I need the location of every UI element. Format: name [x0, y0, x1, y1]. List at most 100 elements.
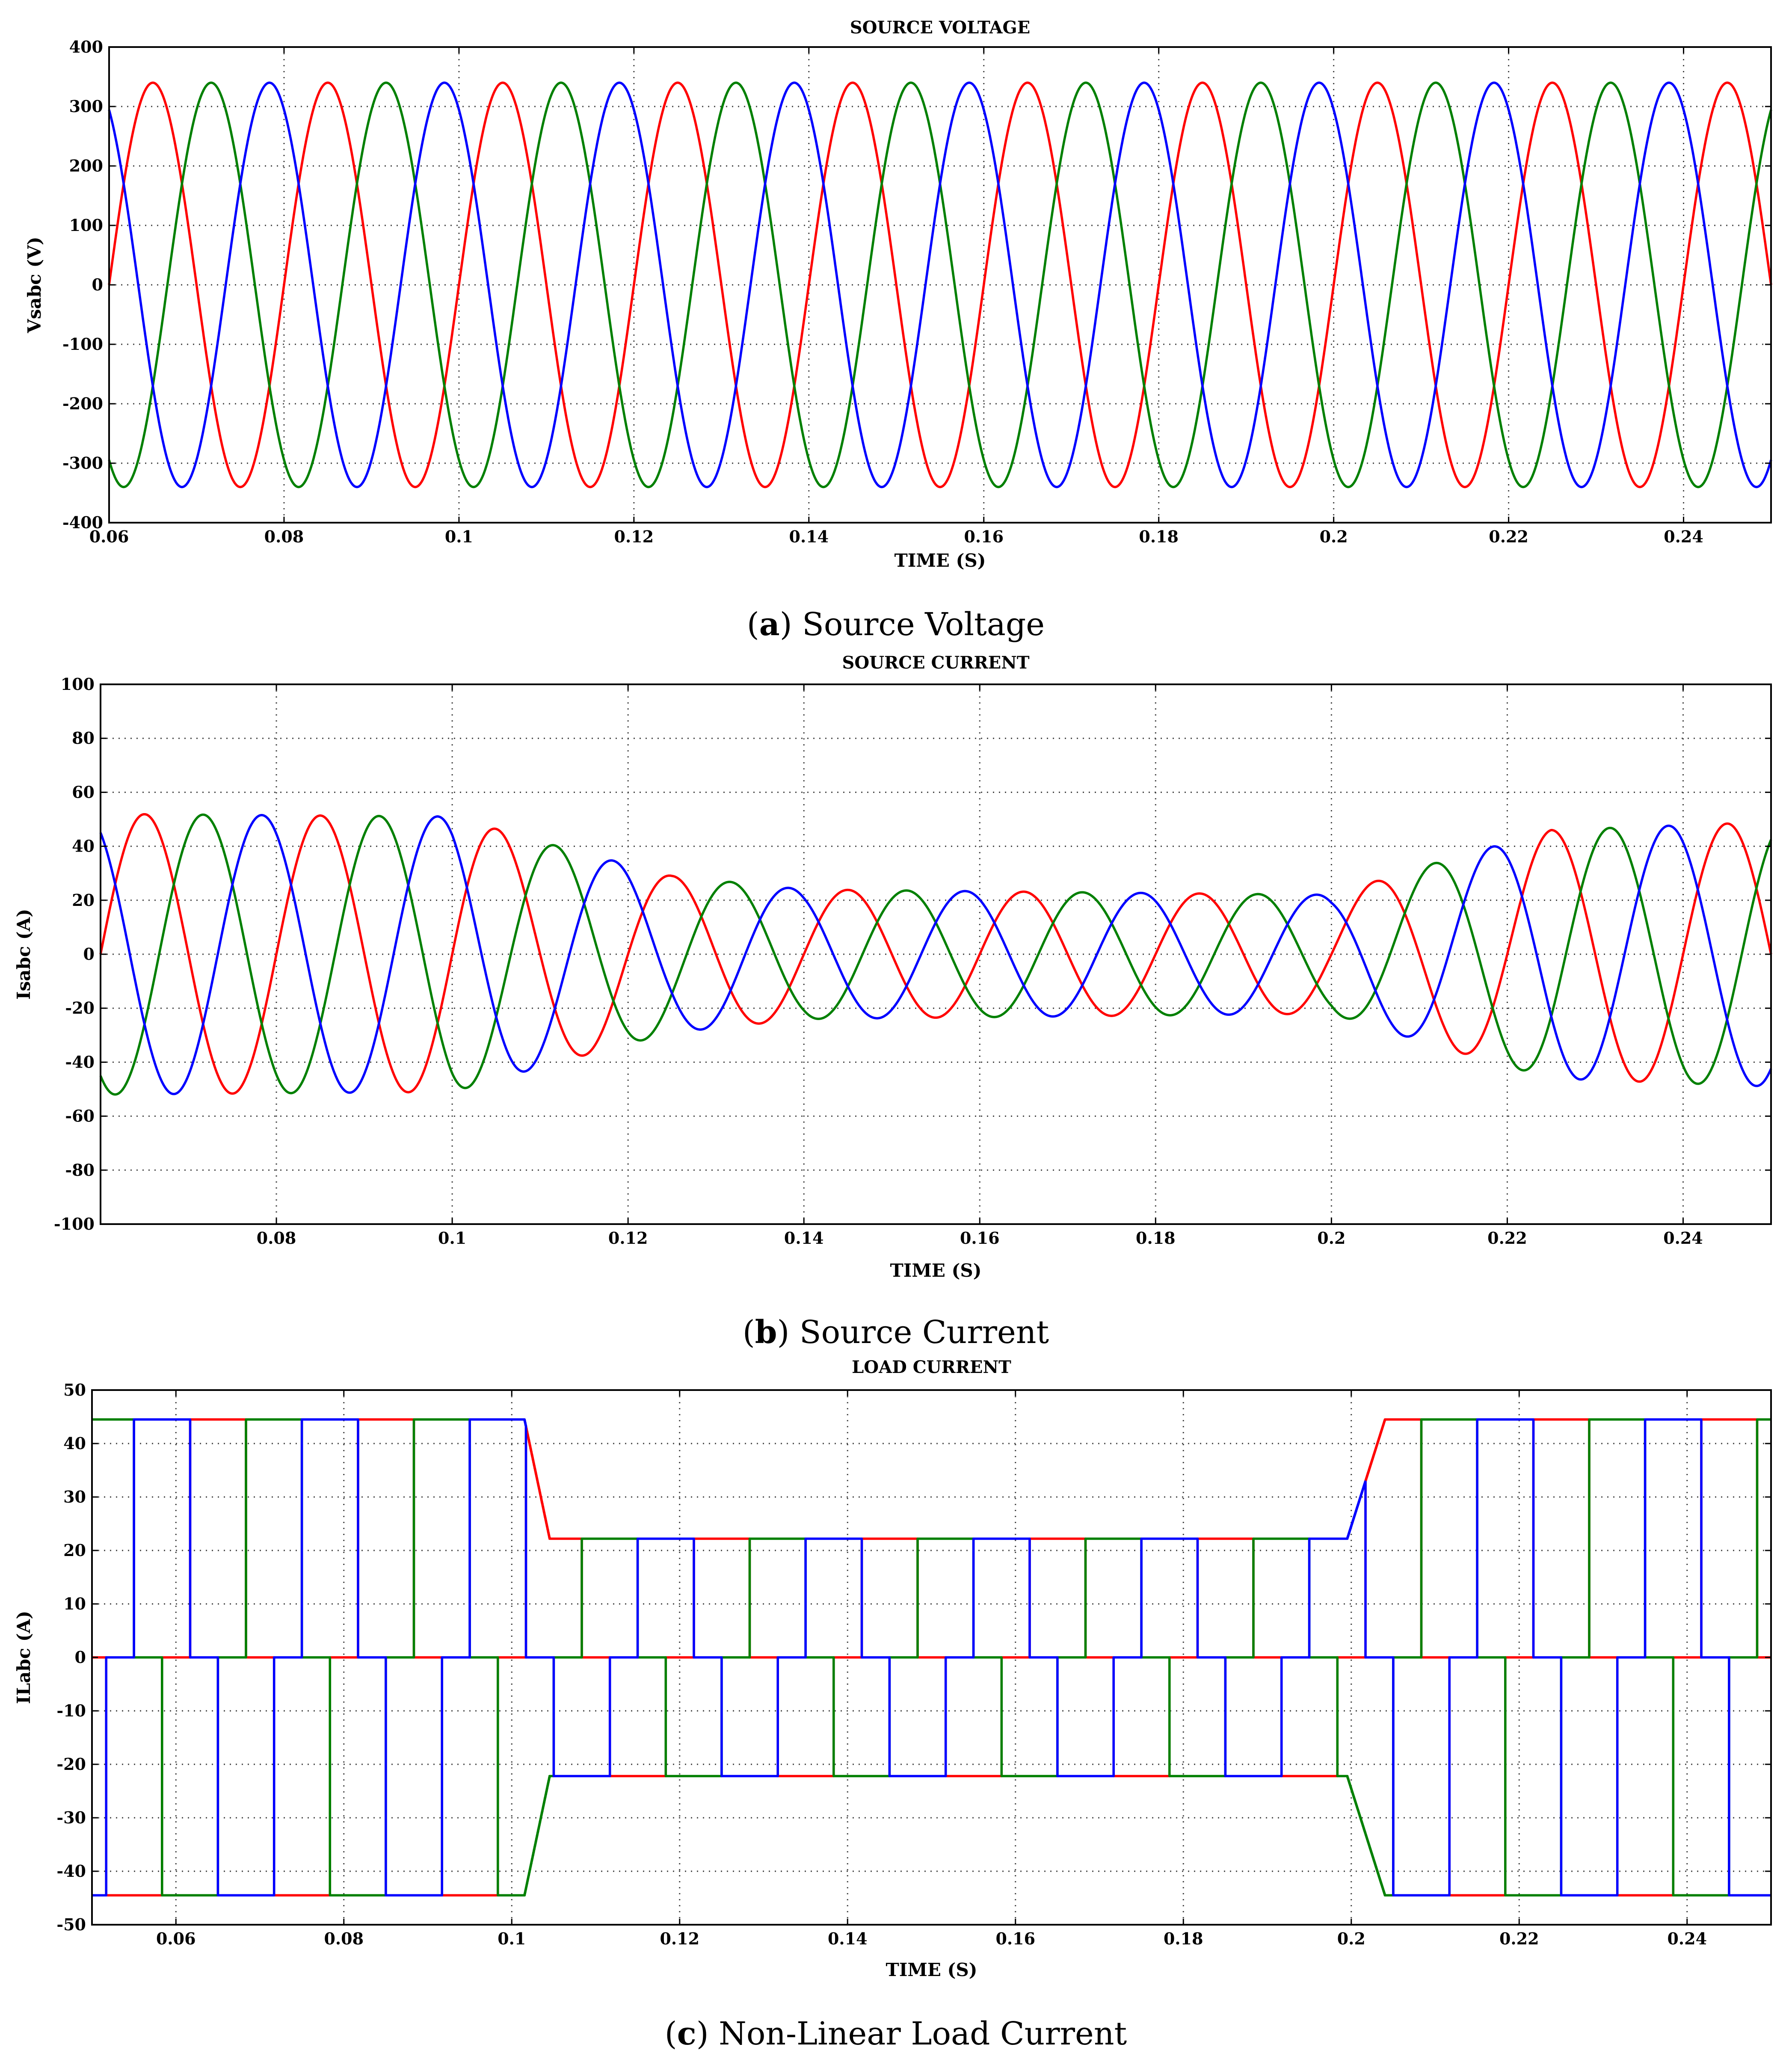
y-tick-label: 400	[69, 37, 103, 56]
chart-b: 0.08 0.1 0.12 0.14 0.16 0.18 0.2 0.22 0.24 -100 -8…	[13, 653, 1772, 1351]
series-phase-c	[108, 81, 1772, 488]
series-phase-b	[91, 1418, 1772, 1897]
y-tick-label: 20	[63, 1541, 86, 1560]
y-tick-label: 40	[72, 837, 95, 856]
x-tick-label: 0.14	[789, 527, 829, 546]
y-tick-label: -50	[56, 1915, 86, 1934]
x-tick-label: 0.2	[1317, 1228, 1345, 1248]
x-tick-label: 0.14	[828, 1929, 868, 1948]
y-tick-label: -20	[65, 998, 95, 1018]
x-tick-label: 0.2	[1337, 1929, 1365, 1948]
x-tick-label: 0.24	[1664, 527, 1703, 546]
y-tick-label: 100	[69, 216, 103, 235]
y-tick-label: -80	[65, 1160, 95, 1180]
x-axis-label: TIME (S)	[886, 1959, 977, 1980]
series-phase-a	[91, 1418, 1772, 1897]
y-tick-label: 80	[72, 728, 95, 748]
x-tick-label: 0.08	[257, 1228, 296, 1248]
y-tick-label: -20	[56, 1754, 86, 1774]
y-tick-label: -60	[65, 1106, 95, 1126]
x-tick-label: 0.12	[608, 1228, 648, 1248]
y-tick-label: -100	[62, 334, 103, 354]
series-phase-c	[91, 1418, 1772, 1897]
caption-paren-open: (	[747, 606, 759, 643]
y-tick-label: 100	[61, 675, 95, 694]
x-tick-label: 0.16	[960, 1228, 1000, 1248]
chart-title: SOURCE CURRENT	[842, 653, 1029, 673]
x-tick-label: 0.06	[89, 527, 129, 546]
x-tick-label: 0.18	[1139, 527, 1179, 546]
x-tick-label: 0.24	[1667, 1929, 1707, 1948]
y-tick-label: 200	[69, 156, 103, 175]
x-tick-label: 0.16	[995, 1929, 1035, 1948]
y-tick-label: 10	[63, 1594, 86, 1613]
series-group	[108, 81, 1772, 488]
y-tick-label: -100	[54, 1214, 95, 1234]
caption-text: ) Source Voltage	[780, 606, 1045, 643]
series-phase-c	[99, 814, 1772, 1095]
x-tick-label: 0.14	[784, 1228, 824, 1248]
x-tick-label: 0.22	[1487, 1228, 1527, 1248]
y-tick-label: -40	[56, 1861, 86, 1881]
x-tick-label: 0.2	[1320, 527, 1348, 546]
y-tick-label: 0	[75, 1648, 86, 1667]
x-tick-label: 0.06	[156, 1929, 196, 1948]
y-tick-label: -40	[65, 1052, 95, 1071]
caption-text: ) Non-Linear Load Current	[696, 2015, 1127, 2052]
x-tick-label: 0.08	[264, 527, 304, 546]
y-tick-label: -30	[56, 1808, 86, 1827]
y-axis-label: ILabc (A)	[13, 1611, 34, 1704]
chart-title: SOURCE VOLTAGE	[850, 18, 1030, 38]
y-tick-label: -400	[62, 513, 103, 532]
caption-paren-open: (	[743, 1314, 755, 1351]
y-tick-label: 0	[92, 275, 103, 294]
y-tick-label: 30	[63, 1487, 86, 1506]
caption-paren-open: (	[665, 2015, 677, 2052]
grid	[109, 47, 1771, 523]
y-axis-label: Vsabc (V)	[24, 237, 45, 333]
y-tick-label: 40	[63, 1434, 86, 1453]
x-tick-label: 0.24	[1663, 1228, 1703, 1248]
y-axis-label: Isabc (A)	[13, 909, 34, 1000]
y-tick-label: 20	[72, 890, 95, 910]
chart-title: LOAD CURRENT	[852, 1357, 1011, 1377]
y-tick-label: 50	[63, 1380, 86, 1399]
x-tick-label: 0.18	[1136, 1228, 1176, 1248]
caption-text: ) Source Current	[777, 1314, 1049, 1351]
axis-ticks: 0.08 0.1 0.12 0.14 0.16 0.18 0.2 0.22 0.24 -100 -8…	[54, 675, 1771, 1248]
caption-letter: a	[759, 606, 780, 643]
x-tick-label: 0.12	[614, 527, 654, 546]
axis-ticks: 0.06 0.08 0.1 0.12 0.14 0.16 0.18 0.2 0.22 0.24 -5…	[56, 1380, 1771, 1948]
x-tick-label: 0.16	[964, 527, 1004, 546]
y-tick-label: -300	[62, 453, 103, 473]
y-tick-label: 60	[72, 782, 95, 802]
x-tick-label: 0.08	[324, 1929, 364, 1948]
figure-caption: (c) Non-Linear Load Current	[665, 2015, 1127, 2052]
y-tick-label: -10	[56, 1701, 86, 1720]
x-axis-label: TIME (S)	[894, 550, 986, 571]
x-axis-label: TIME (S)	[890, 1260, 981, 1281]
x-tick-label: 0.12	[660, 1929, 699, 1948]
series-phase-a	[108, 81, 1772, 488]
x-tick-label: 0.1	[445, 527, 473, 546]
y-tick-label: -200	[62, 394, 103, 413]
chart-a: 0.06 0.08 0.1 0.12 0.14 0.16 0.18 0.2 0.22 0.24 -4…	[24, 18, 1772, 643]
x-tick-label: 0.1	[438, 1228, 466, 1248]
plot-frame	[108, 46, 1772, 524]
axis-ticks: 0.06 0.08 0.1 0.12 0.14 0.16 0.18 0.2 0.22 0.24 -4…	[62, 37, 1771, 546]
y-tick-label: 0	[83, 944, 95, 964]
x-tick-label: 0.22	[1489, 527, 1528, 546]
grid	[101, 684, 1771, 1224]
y-tick-label: 300	[69, 97, 103, 116]
x-tick-label: 0.18	[1164, 1929, 1203, 1948]
series-phase-b	[108, 81, 1772, 488]
figure-caption: (a) Source Voltage	[747, 606, 1045, 643]
x-tick-label: 0.22	[1499, 1929, 1539, 1948]
chart-c: 0.06 0.08 0.1 0.12 0.14 0.16 0.18 0.2 0.22 0.24 -5…	[13, 1357, 1772, 2052]
x-tick-label: 0.1	[498, 1929, 526, 1948]
figure-caption: (b) Source Current	[743, 1314, 1049, 1351]
series-group	[91, 1418, 1772, 1897]
caption-letter: c	[677, 2015, 696, 2052]
series-group	[99, 813, 1772, 1096]
